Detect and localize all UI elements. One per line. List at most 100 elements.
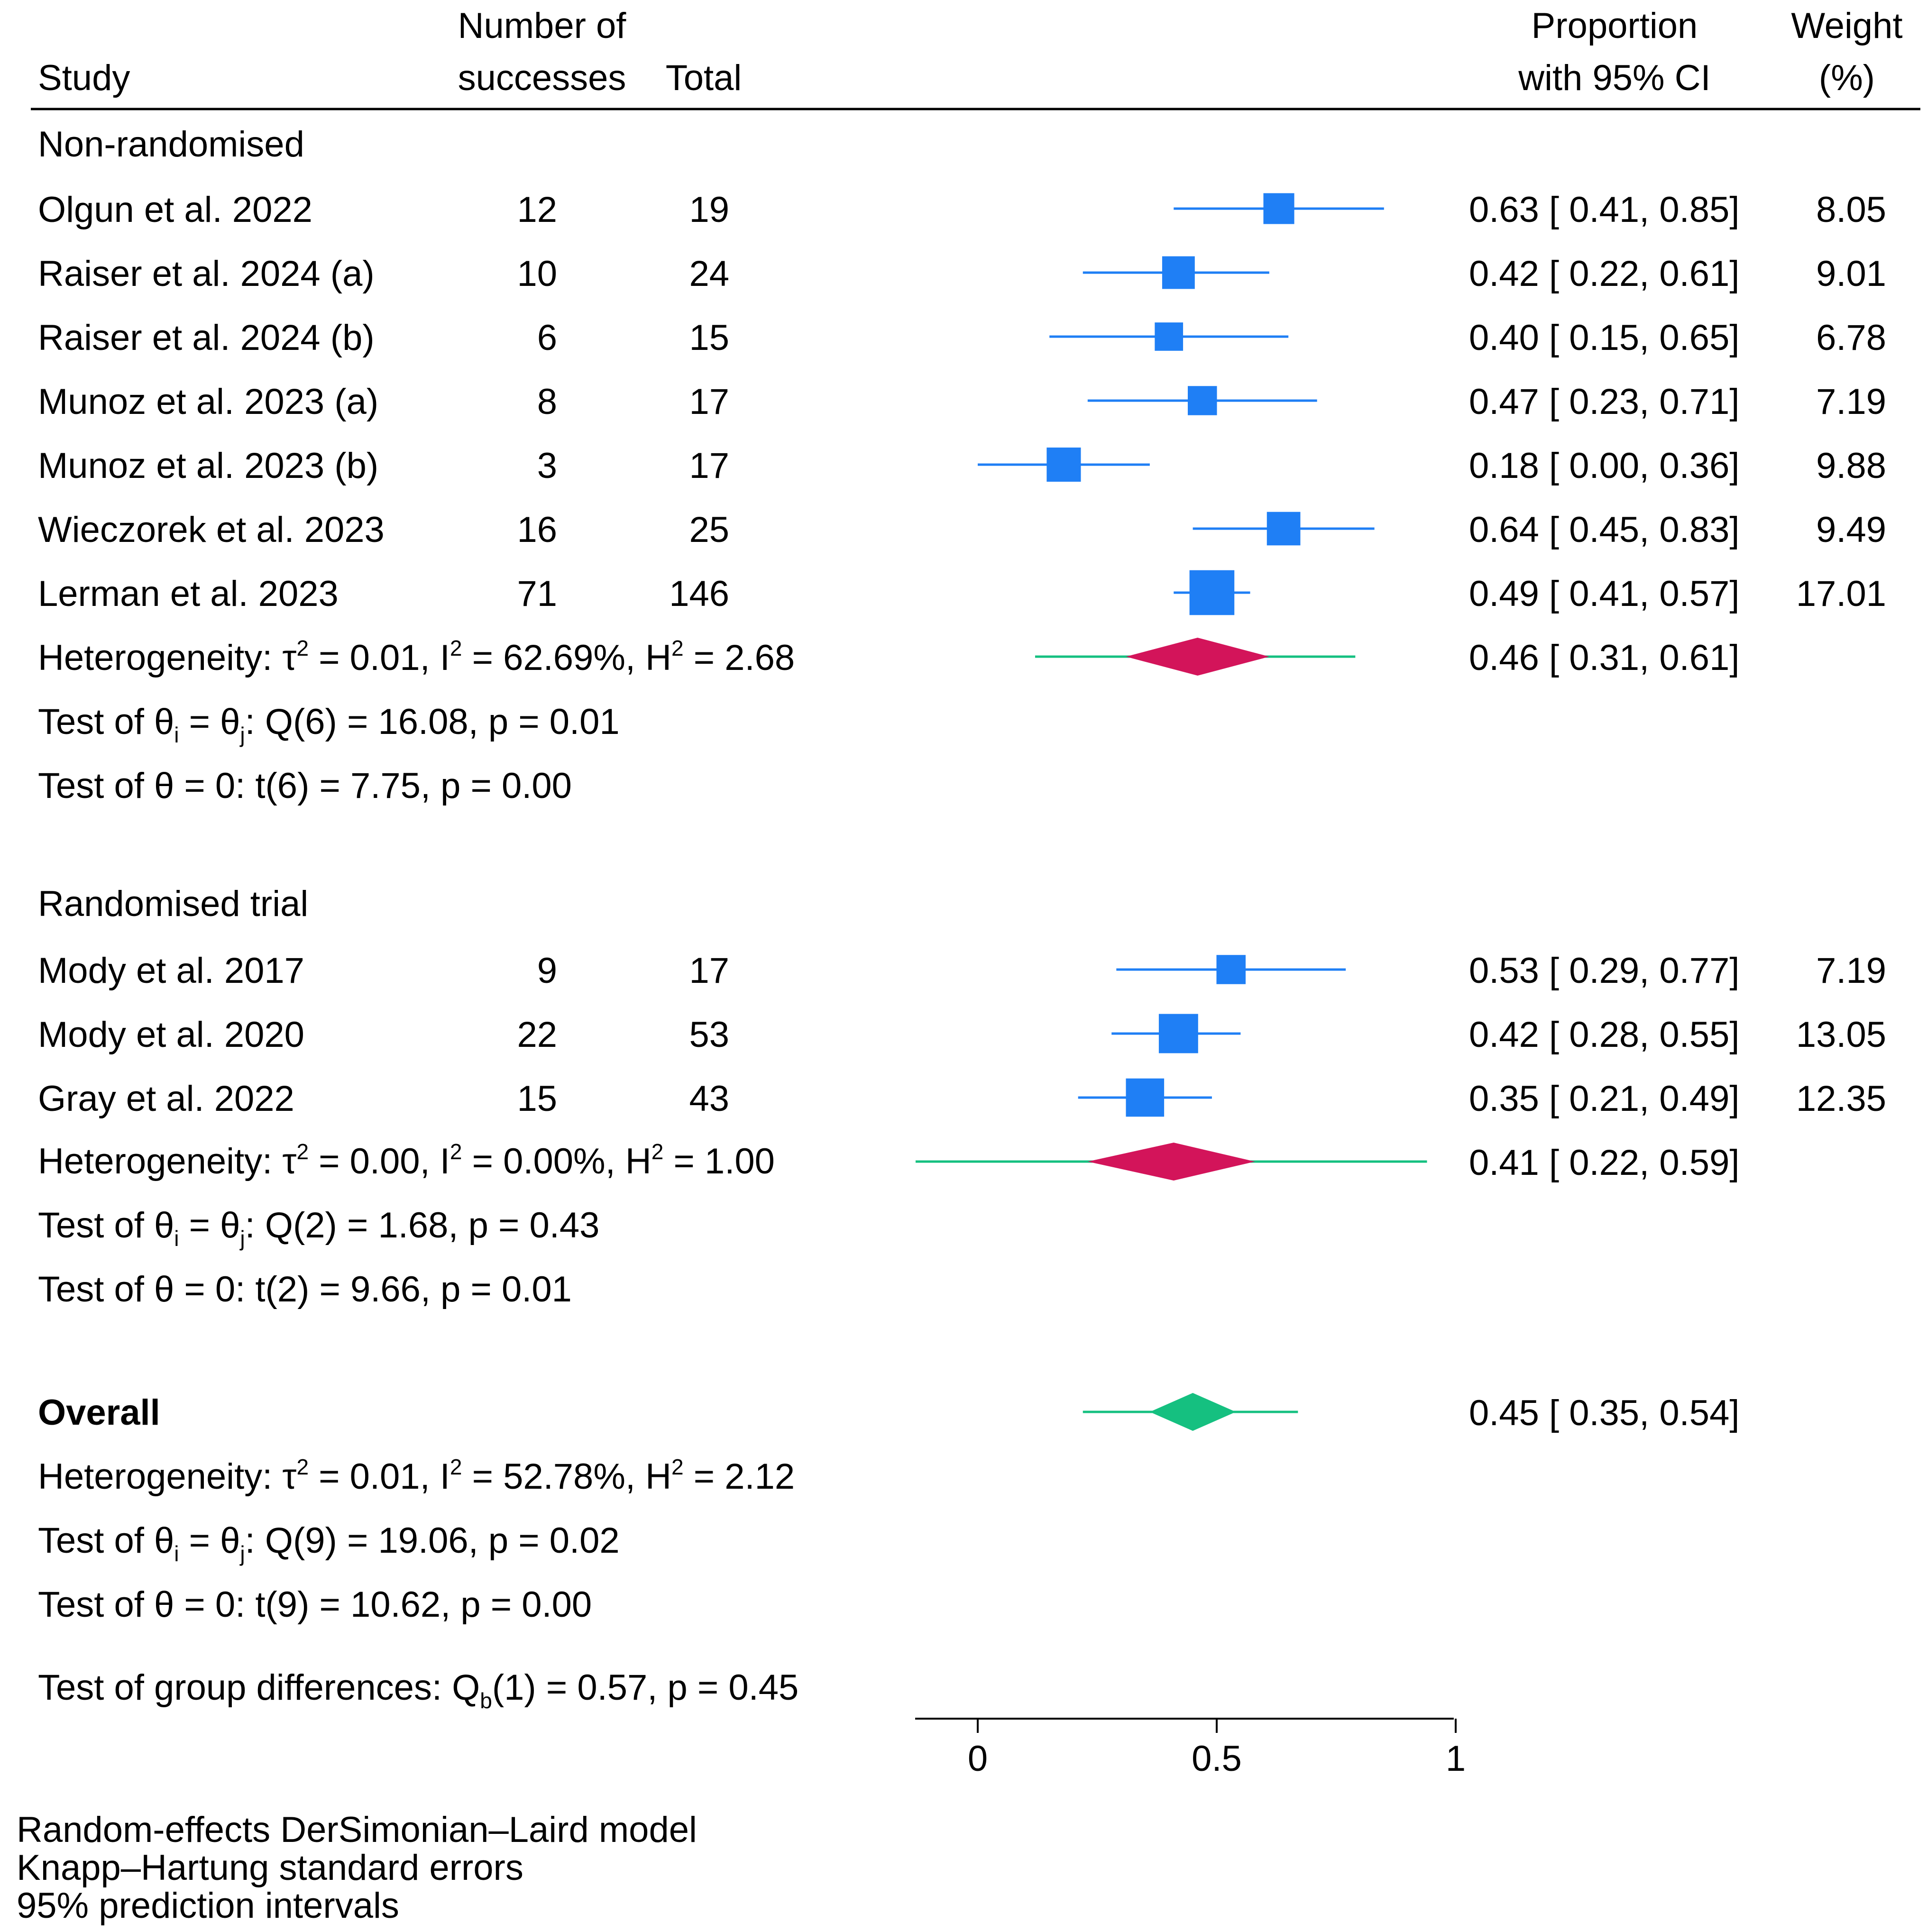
study-row: Raiser et al. 2024 (a) 10 24 0.42 [ 0.22, 0… — [38, 254, 1886, 294]
footnote-model: Random-effects DerSimonian–Laird model — [17, 1810, 697, 1850]
footnote-prediction-intervals: 95% prediction intervals — [17, 1886, 399, 1926]
study-ci-text: 0.64 [ 0.45, 0.83] — [1469, 510, 1739, 550]
study-label: Raiser et al. 2024 (b) — [38, 318, 375, 358]
group-non-randomised-summary: 0.46 [ 0.31, 0.61] — [1035, 638, 1739, 678]
study-ci-text: 0.49 [ 0.41, 0.57] — [1469, 574, 1739, 614]
header-weight-line2: (%) — [1819, 58, 1875, 98]
study-successes: 22 — [517, 1015, 557, 1055]
header-total: Total — [666, 58, 742, 98]
study-weight: 17.01 — [1796, 574, 1886, 614]
study-weight: 9.01 — [1816, 254, 1886, 294]
header-study: Study — [38, 58, 130, 98]
x-tick-label: 1 — [1446, 1739, 1466, 1779]
group-t-test: Test of θ = 0: t(2) = 9.66, p = 0.01 — [38, 1269, 572, 1309]
study-weight: 9.49 — [1816, 510, 1886, 550]
study-ci-text: 0.18 [ 0.00, 0.36] — [1469, 446, 1739, 486]
group-randomised-studies: Mody et al. 2017 9 17 0.53 [ 0.29, 0.77] 7.1… — [38, 951, 1886, 1119]
study-total: 17 — [689, 951, 729, 991]
study-weight: 9.88 — [1816, 446, 1886, 486]
study-box — [1266, 512, 1301, 546]
study-ci-text: 0.53 [ 0.29, 0.77] — [1469, 951, 1739, 991]
study-successes: 8 — [537, 382, 557, 422]
study-label: Lerman et al. 2023 — [38, 574, 339, 614]
study-box — [1188, 386, 1217, 415]
study-row: Munoz et al. 2023 (a) 8 17 0.47 [ 0.23, 0.7… — [38, 382, 1886, 422]
study-box — [1189, 570, 1235, 615]
study-row: Raiser et al. 2024 (b) 6 15 0.40 [ 0.15, 0.… — [38, 318, 1886, 358]
study-label: Wieczorek et al. 2023 — [38, 510, 385, 550]
study-box — [1126, 1078, 1165, 1117]
summary-diamond — [1087, 1143, 1255, 1181]
study-total: 19 — [689, 190, 729, 230]
group-heterogeneity: Heterogeneity: τ2 = 0.00, I2 = 0.00%, H2… — [38, 1139, 775, 1181]
study-label: Munoz et al. 2023 (a) — [38, 382, 378, 422]
summary-diamond — [1149, 1393, 1236, 1431]
study-ci-text: 0.63 [ 0.41, 0.85] — [1469, 190, 1739, 230]
study-successes: 71 — [517, 574, 557, 614]
study-label: Olgun et al. 2022 — [38, 190, 312, 230]
group-q-test: Test of θi = θj: Q(6) = 16.08, p = 0.01 — [38, 702, 620, 747]
study-box — [1158, 1014, 1198, 1053]
study-successes: 10 — [517, 254, 557, 294]
overall-heterogeneity: Heterogeneity: τ2 = 0.01, I2 = 52.78%, H… — [38, 1455, 795, 1497]
overall-label: Overall — [38, 1392, 160, 1433]
study-total: 53 — [689, 1015, 729, 1055]
group-label-randomised-trial: Randomised trial — [38, 884, 308, 924]
study-successes: 16 — [517, 510, 557, 550]
study-box — [1046, 447, 1081, 482]
study-successes: 3 — [537, 446, 557, 486]
study-total: 17 — [689, 446, 729, 486]
footnote-standard-errors: Knapp–Hartung standard errors — [17, 1848, 523, 1888]
study-box — [1216, 955, 1246, 984]
study-box — [1155, 322, 1184, 351]
summary-ci-text: 0.46 [ 0.31, 0.61] — [1469, 638, 1739, 678]
study-row: Mody et al. 2020 22 53 0.42 [ 0.28, 0.55] 13… — [38, 1014, 1886, 1055]
study-label: Gray et al. 2022 — [38, 1079, 294, 1119]
overall-q-test: Test of θi = θj: Q(9) = 19.06, p = 0.02 — [38, 1520, 620, 1566]
study-successes: 9 — [537, 951, 557, 991]
study-total: 43 — [689, 1079, 729, 1119]
study-weight: 7.19 — [1816, 951, 1886, 991]
study-ci-text: 0.42 [ 0.28, 0.55] — [1469, 1015, 1739, 1055]
group-t-test: Test of θ = 0: t(6) = 7.75, p = 0.00 — [38, 766, 572, 806]
study-total: 17 — [689, 382, 729, 422]
study-row: Olgun et al. 2022 12 19 0.63 [ 0.41, 0.85] 8… — [38, 190, 1886, 230]
overall-t-test: Test of θ = 0: t(9) = 10.62, p = 0.00 — [38, 1584, 592, 1625]
group-heterogeneity: Heterogeneity: τ2 = 0.01, I2 = 62.69%, H… — [38, 636, 795, 678]
group-non-randomised-studies: Olgun et al. 2022 12 19 0.63 [ 0.41, 0.85] 8… — [38, 190, 1886, 615]
study-row: Gray et al. 2022 15 43 0.35 [ 0.21, 0.49] 12… — [38, 1078, 1886, 1119]
study-row: Lerman et al. 2023 71 146 0.49 [ 0.41, 0.57… — [38, 570, 1886, 615]
study-total: 25 — [689, 510, 729, 550]
summary-ci-text: 0.45 [ 0.35, 0.54] — [1469, 1393, 1739, 1433]
study-successes: 15 — [517, 1079, 557, 1119]
summary-diamond — [1126, 638, 1269, 676]
study-row: Munoz et al. 2023 (b) 3 17 0.18 [ 0.00, 0.3… — [38, 446, 1886, 486]
study-ci-text: 0.40 [ 0.15, 0.65] — [1469, 318, 1739, 358]
overall-summary: 0.45 [ 0.35, 0.54] — [1083, 1393, 1739, 1433]
study-successes: 6 — [537, 318, 557, 358]
study-successes: 12 — [517, 190, 557, 230]
header-ci-line1: Proportion — [1532, 6, 1698, 46]
study-weight: 13.05 — [1796, 1015, 1886, 1055]
header-weight-line1: Weight — [1791, 6, 1902, 46]
x-tick-label: 0 — [968, 1739, 988, 1779]
study-total: 146 — [669, 574, 729, 614]
study-label: Mody et al. 2017 — [38, 951, 304, 991]
header-successes-line2: successes — [458, 58, 626, 98]
study-box — [1162, 256, 1195, 289]
study-ci-text: 0.42 [ 0.22, 0.61] — [1469, 254, 1739, 294]
study-label: Raiser et al. 2024 (a) — [38, 254, 375, 294]
study-weight: 12.35 — [1796, 1079, 1886, 1119]
study-weight: 6.78 — [1816, 318, 1886, 358]
study-weight: 7.19 — [1816, 382, 1886, 422]
study-row: Mody et al. 2017 9 17 0.53 [ 0.29, 0.77] 7.1… — [38, 951, 1886, 991]
study-label: Munoz et al. 2023 (b) — [38, 446, 378, 486]
study-label: Mody et al. 2020 — [38, 1015, 304, 1055]
group-label-non-randomised: Non-randomised — [38, 124, 304, 165]
study-weight: 8.05 — [1816, 190, 1886, 230]
group-q-test: Test of θi = θj: Q(2) = 1.68, p = 0.43 — [38, 1205, 599, 1251]
summary-ci-text: 0.41 [ 0.22, 0.59] — [1469, 1143, 1739, 1183]
x-tick-label: 0.5 — [1192, 1739, 1242, 1779]
group-differences-test: Test of group differences: Qb(1) = 0.57,… — [38, 1667, 798, 1713]
